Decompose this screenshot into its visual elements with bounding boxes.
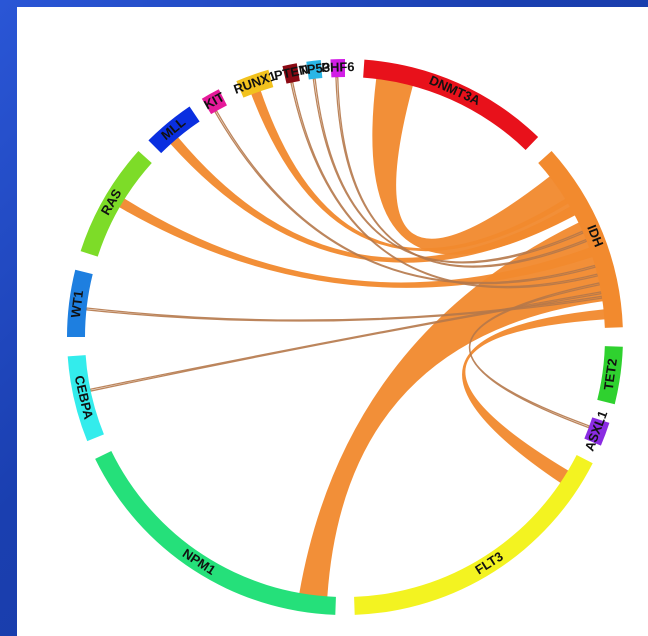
ribbon-idh-mll: [170, 137, 576, 263]
segment-arc-runx1: [236, 69, 274, 98]
segment-label-tp53: TP53: [298, 59, 331, 77]
segment-arc-npm1: [95, 450, 336, 615]
ribbon-idh-npm1: [299, 222, 604, 597]
segment-arc-tet2: [597, 346, 623, 405]
segment-arc-mll: [148, 106, 200, 154]
segment-arc-kit: [201, 89, 227, 115]
segment-label-phf6: PHF6: [321, 59, 355, 75]
segment-arc-pten: [282, 63, 300, 84]
segment-arc-wt1: [67, 269, 93, 337]
segment-arc-idh: [538, 150, 623, 328]
segment-arc-tp53: [306, 60, 323, 80]
segment-label-tet2: TET2: [601, 358, 620, 392]
segment-label-kit: KIT: [201, 89, 227, 112]
segment-arc-dnmt3a: [363, 59, 539, 150]
segment-arc-ras: [80, 150, 152, 257]
segment-arc-flt3: [354, 455, 593, 615]
segment-label-pten: PTEN: [273, 62, 310, 84]
segment-arc-asxl1: [584, 417, 610, 446]
arc-layer: [67, 59, 623, 615]
segment-arc-phf6: [330, 59, 345, 78]
ribbon-layer: [85, 76, 605, 597]
segment-arc-cebpa: [67, 355, 104, 442]
ribbon-idh-tp53: [312, 78, 585, 264]
segment-label-wt1: WT1: [68, 290, 86, 319]
